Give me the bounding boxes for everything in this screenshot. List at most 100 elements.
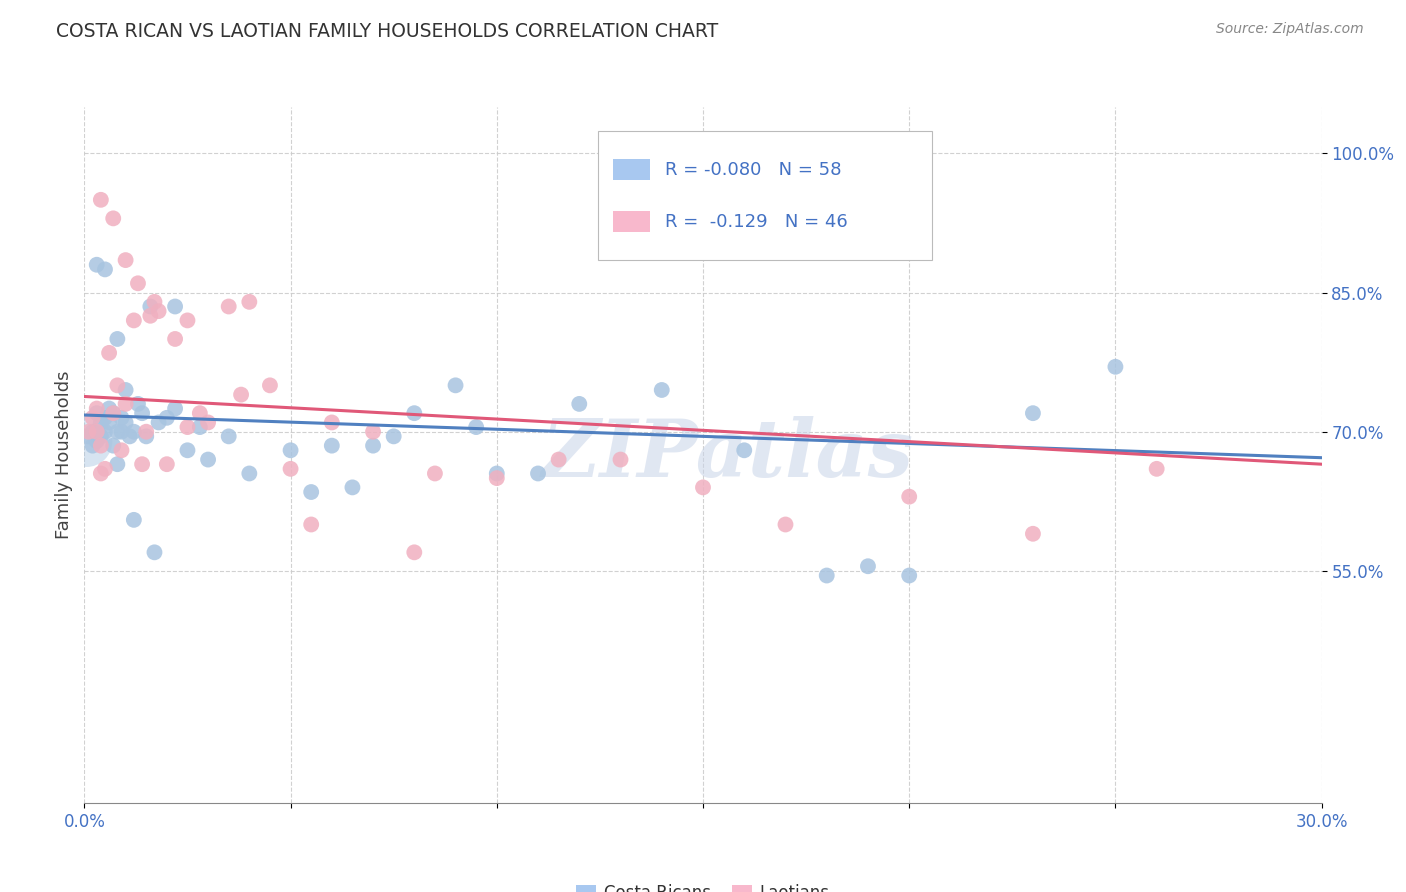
- Legend: Costa Ricans, Laotians: Costa Ricans, Laotians: [569, 877, 837, 892]
- Point: [775, 517, 797, 532]
- Point: [103, 211, 125, 226]
- Point: [527, 467, 550, 481]
- Point: [143, 294, 166, 309]
- Point: [856, 559, 879, 574]
- Point: [105, 378, 128, 392]
- Point: [238, 294, 260, 309]
- Point: [131, 457, 153, 471]
- Point: [82, 439, 104, 453]
- Point: [444, 378, 467, 392]
- Point: [103, 406, 125, 420]
- Point: [114, 397, 136, 411]
- Point: [321, 416, 343, 430]
- Point: [148, 304, 170, 318]
- Point: [131, 406, 153, 420]
- Point: [82, 410, 104, 425]
- Point: [733, 443, 755, 458]
- Point: [692, 480, 714, 494]
- Point: [423, 467, 446, 481]
- Point: [1146, 462, 1168, 476]
- FancyBboxPatch shape: [613, 211, 650, 232]
- Point: [609, 452, 631, 467]
- Text: R = -0.080   N = 58: R = -0.080 N = 58: [665, 161, 841, 178]
- Point: [342, 480, 364, 494]
- Point: [105, 332, 128, 346]
- Point: [465, 420, 488, 434]
- Point: [105, 425, 128, 439]
- Y-axis label: Family Households: Family Households: [55, 371, 73, 539]
- Point: [156, 410, 179, 425]
- Point: [176, 420, 198, 434]
- FancyBboxPatch shape: [598, 131, 932, 260]
- Point: [135, 429, 157, 443]
- Point: [547, 452, 569, 467]
- Point: [86, 406, 108, 420]
- Point: [218, 429, 240, 443]
- Point: [86, 425, 108, 439]
- Point: [86, 434, 108, 448]
- Point: [568, 397, 591, 411]
- Point: [77, 425, 100, 439]
- Point: [218, 300, 240, 314]
- Point: [382, 429, 405, 443]
- Point: [75, 434, 97, 448]
- Point: [404, 406, 426, 420]
- Point: [361, 439, 384, 453]
- Point: [299, 485, 322, 500]
- Point: [165, 300, 187, 314]
- Point: [898, 490, 921, 504]
- Text: R =  -0.129   N = 46: R = -0.129 N = 46: [665, 213, 848, 231]
- Point: [280, 462, 302, 476]
- Point: [114, 383, 136, 397]
- Point: [122, 313, 145, 327]
- Point: [98, 401, 121, 416]
- Point: [188, 420, 211, 434]
- Point: [90, 439, 112, 453]
- Point: [321, 439, 343, 453]
- Point: [122, 513, 145, 527]
- Point: [82, 425, 104, 439]
- Point: [238, 467, 260, 481]
- Point: [197, 452, 219, 467]
- Point: [110, 443, 132, 458]
- FancyBboxPatch shape: [613, 159, 650, 180]
- Point: [485, 471, 508, 485]
- Point: [299, 517, 322, 532]
- Point: [1022, 526, 1045, 541]
- Text: Source: ZipAtlas.com: Source: ZipAtlas.com: [1216, 22, 1364, 37]
- Point: [148, 416, 170, 430]
- Point: [176, 313, 198, 327]
- Point: [122, 425, 145, 439]
- Point: [143, 545, 166, 559]
- Point: [156, 457, 179, 471]
- Point: [86, 401, 108, 416]
- Point: [361, 425, 384, 439]
- Point: [176, 443, 198, 458]
- Point: [404, 545, 426, 559]
- Point: [105, 457, 128, 471]
- Point: [259, 378, 281, 392]
- Point: [815, 568, 838, 582]
- Point: [90, 193, 112, 207]
- Point: [90, 429, 112, 443]
- Point: [165, 332, 187, 346]
- Text: COSTA RICAN VS LAOTIAN FAMILY HOUSEHOLDS CORRELATION CHART: COSTA RICAN VS LAOTIAN FAMILY HOUSEHOLDS…: [56, 22, 718, 41]
- Point: [165, 401, 187, 416]
- Point: [127, 277, 149, 291]
- Point: [98, 346, 121, 360]
- Point: [118, 429, 141, 443]
- Point: [114, 253, 136, 268]
- Point: [114, 416, 136, 430]
- Point: [139, 309, 162, 323]
- Point: [94, 410, 117, 425]
- Point: [188, 406, 211, 420]
- Point: [90, 416, 112, 430]
- Point: [103, 406, 125, 420]
- Point: [197, 416, 219, 430]
- Point: [94, 425, 117, 439]
- Point: [94, 262, 117, 277]
- Point: [90, 467, 112, 481]
- Point: [94, 462, 117, 476]
- Point: [898, 568, 921, 582]
- Point: [86, 258, 108, 272]
